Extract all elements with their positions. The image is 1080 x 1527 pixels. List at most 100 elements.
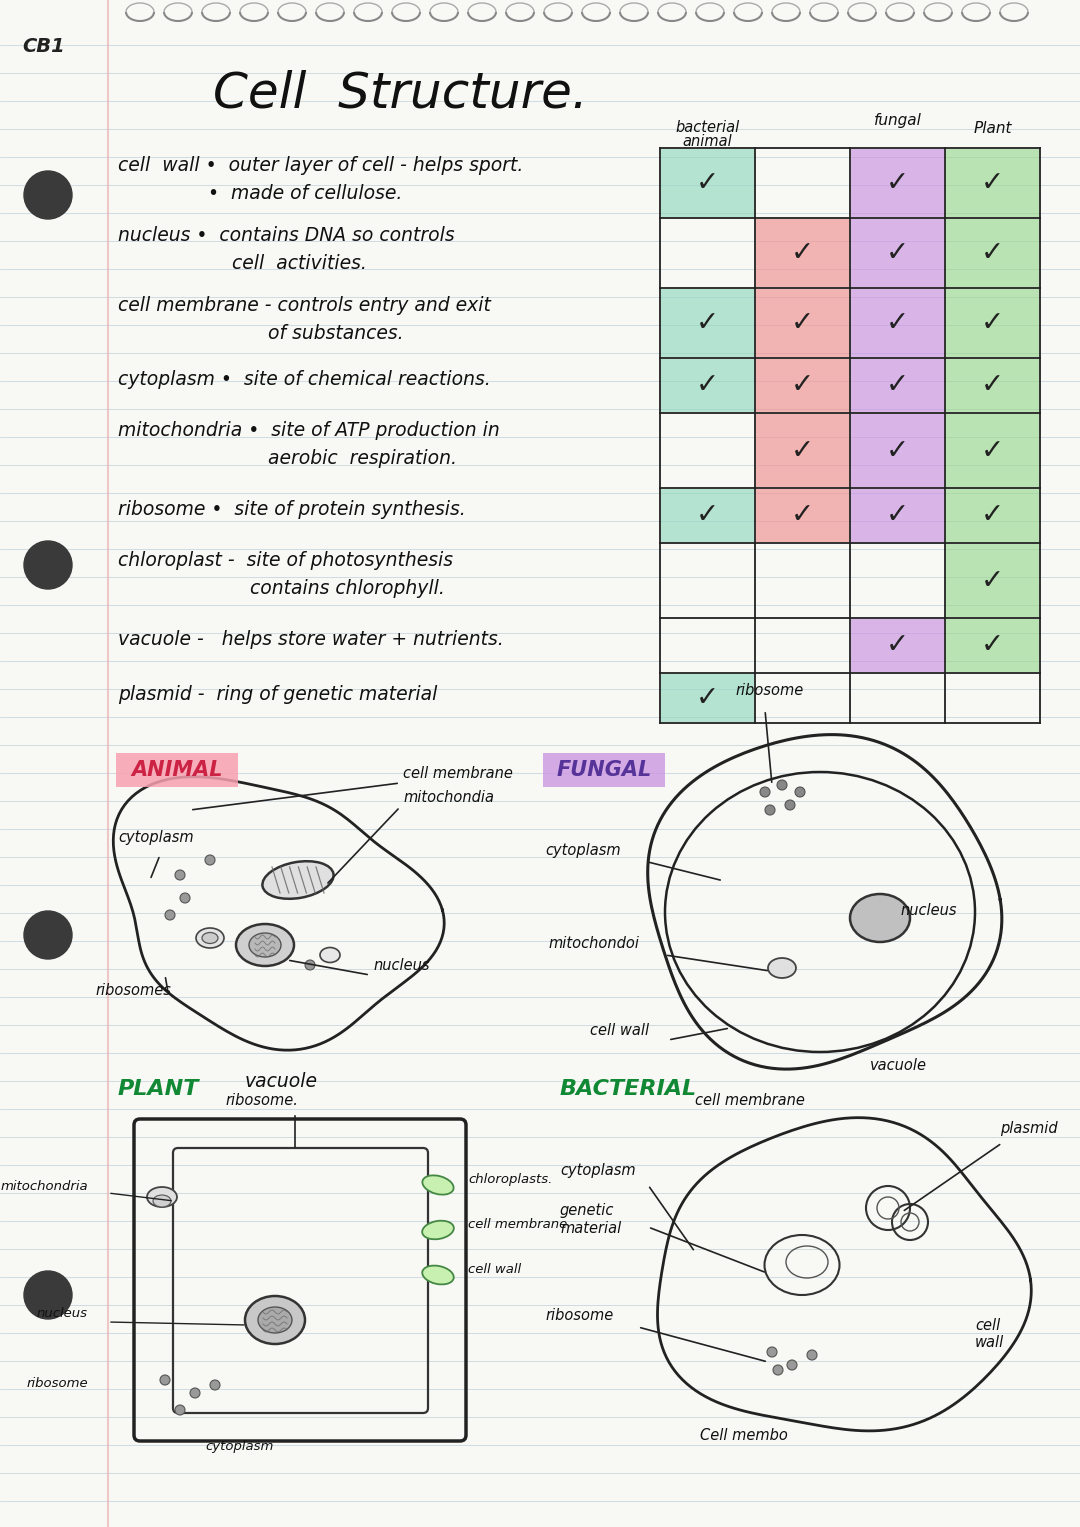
FancyBboxPatch shape — [946, 218, 1039, 287]
FancyBboxPatch shape — [756, 289, 849, 357]
Text: cytoplasm: cytoplasm — [205, 1440, 273, 1454]
Text: ✓: ✓ — [696, 308, 719, 337]
Text: vacuole -   helps store water + nutrients.: vacuole - helps store water + nutrients. — [118, 631, 503, 649]
FancyBboxPatch shape — [661, 289, 754, 357]
Text: ✓: ✓ — [791, 371, 814, 400]
Text: ✓: ✓ — [791, 501, 814, 530]
FancyBboxPatch shape — [851, 359, 944, 412]
Circle shape — [773, 1365, 783, 1374]
Text: plasmid: plasmid — [1000, 1121, 1057, 1136]
Text: FUNGAL: FUNGAL — [556, 760, 651, 780]
FancyBboxPatch shape — [543, 753, 665, 786]
FancyBboxPatch shape — [756, 414, 849, 487]
Ellipse shape — [249, 933, 281, 957]
FancyBboxPatch shape — [756, 218, 849, 287]
FancyBboxPatch shape — [661, 673, 754, 722]
Text: ✓: ✓ — [696, 371, 719, 400]
Text: cytoplasm •  site of chemical reactions.: cytoplasm • site of chemical reactions. — [118, 370, 490, 389]
Ellipse shape — [422, 1266, 454, 1284]
FancyBboxPatch shape — [851, 618, 944, 672]
Ellipse shape — [850, 893, 910, 942]
Circle shape — [767, 1347, 777, 1358]
FancyBboxPatch shape — [756, 359, 849, 412]
Circle shape — [190, 1388, 200, 1399]
Text: cell membrane: cell membrane — [696, 1093, 805, 1109]
Circle shape — [305, 960, 315, 970]
Ellipse shape — [768, 957, 796, 977]
Text: ✓: ✓ — [981, 308, 1004, 337]
FancyBboxPatch shape — [851, 289, 944, 357]
Text: cell membrane - controls entry and exit: cell membrane - controls entry and exit — [118, 296, 491, 315]
Text: nucleus: nucleus — [373, 957, 430, 973]
Text: ✓: ✓ — [886, 501, 909, 530]
FancyBboxPatch shape — [851, 150, 944, 217]
Circle shape — [24, 541, 72, 589]
Text: CB1: CB1 — [22, 37, 65, 56]
Ellipse shape — [195, 928, 224, 948]
Text: nucleus: nucleus — [37, 1307, 87, 1319]
Text: cytoplasm: cytoplasm — [545, 843, 621, 858]
Text: cell wall: cell wall — [590, 1023, 649, 1038]
Text: chloroplasts.: chloroplasts. — [468, 1173, 552, 1186]
Text: mitochondria: mitochondria — [0, 1180, 87, 1193]
Text: cytoplasm: cytoplasm — [118, 831, 193, 844]
FancyBboxPatch shape — [946, 618, 1039, 672]
Text: PLANT: PLANT — [118, 1080, 200, 1099]
Circle shape — [165, 910, 175, 919]
Text: cell membrane: cell membrane — [403, 767, 513, 780]
FancyBboxPatch shape — [946, 544, 1039, 617]
Text: •  made of cellulose.: • made of cellulose. — [118, 183, 403, 203]
Circle shape — [777, 780, 787, 789]
Ellipse shape — [147, 1186, 177, 1206]
Text: plasmid -  ring of genetic material: plasmid - ring of genetic material — [118, 686, 437, 704]
Ellipse shape — [320, 947, 340, 962]
Text: genetic: genetic — [561, 1203, 615, 1219]
Circle shape — [24, 912, 72, 959]
Text: ribosomes: ribosomes — [95, 983, 171, 999]
Text: ribosome •  site of protein synthesis.: ribosome • site of protein synthesis. — [118, 499, 465, 519]
Text: ✓: ✓ — [981, 567, 1004, 594]
Text: nucleus: nucleus — [900, 902, 957, 918]
FancyBboxPatch shape — [661, 150, 754, 217]
Circle shape — [787, 1361, 797, 1370]
FancyBboxPatch shape — [851, 489, 944, 542]
FancyBboxPatch shape — [661, 359, 754, 412]
Text: ✓: ✓ — [886, 308, 909, 337]
Text: ✓: ✓ — [981, 437, 1004, 464]
Text: Cell  Structure.: Cell Structure. — [213, 70, 588, 118]
Circle shape — [205, 855, 215, 864]
Text: nucleus •  contains DNA so controls: nucleus • contains DNA so controls — [118, 226, 455, 244]
Text: ribosome.: ribosome. — [225, 1093, 298, 1109]
Text: vacuole: vacuole — [245, 1072, 318, 1090]
Ellipse shape — [422, 1220, 454, 1240]
Circle shape — [785, 800, 795, 809]
FancyBboxPatch shape — [661, 489, 754, 542]
Text: animal: animal — [683, 134, 732, 150]
FancyBboxPatch shape — [946, 359, 1039, 412]
Text: fungal: fungal — [874, 113, 921, 128]
Text: ✓: ✓ — [791, 240, 814, 267]
Text: cell  wall •  outer layer of cell - helps sport.: cell wall • outer layer of cell - helps … — [118, 156, 524, 176]
Text: cell wall: cell wall — [468, 1263, 522, 1277]
Text: mitochondoi: mitochondoi — [548, 936, 639, 951]
Text: contains chlorophyll.: contains chlorophyll. — [118, 579, 445, 599]
Text: BACTERIAL: BACTERIAL — [561, 1080, 697, 1099]
Circle shape — [24, 171, 72, 218]
Text: ribosome: ribosome — [545, 1309, 613, 1322]
Text: ✓: ✓ — [886, 371, 909, 400]
Text: Plant: Plant — [973, 121, 1012, 136]
Text: material: material — [561, 1222, 621, 1235]
FancyBboxPatch shape — [946, 489, 1039, 542]
Text: bacterial: bacterial — [675, 121, 740, 134]
FancyBboxPatch shape — [946, 289, 1039, 357]
Circle shape — [175, 870, 185, 880]
Text: mitochondria •  site of ATP production in: mitochondria • site of ATP production in — [118, 421, 500, 440]
Ellipse shape — [262, 861, 334, 899]
Text: cell  activities.: cell activities. — [118, 253, 367, 273]
Text: ✓: ✓ — [696, 684, 719, 712]
Text: ribosome: ribosome — [735, 683, 804, 698]
Text: ✓: ✓ — [981, 169, 1004, 197]
Circle shape — [175, 1405, 185, 1416]
Text: ✓: ✓ — [791, 437, 814, 464]
FancyBboxPatch shape — [946, 414, 1039, 487]
